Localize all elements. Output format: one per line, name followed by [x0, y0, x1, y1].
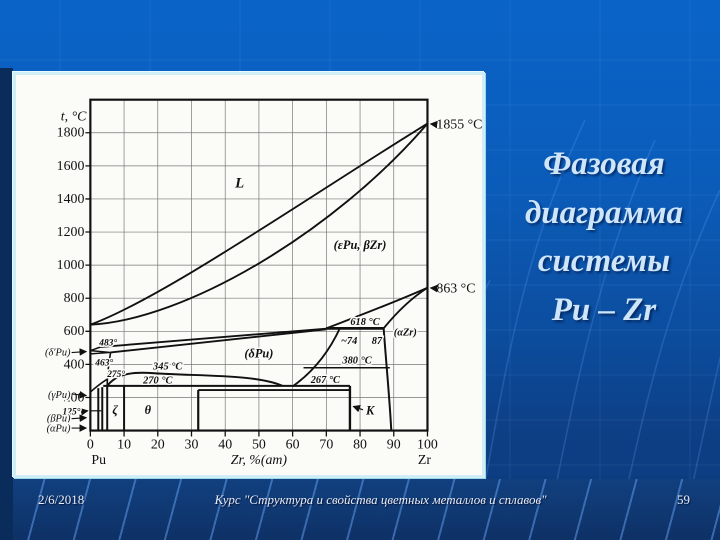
- y-tick: 1600: [57, 158, 85, 173]
- phase-diagram-panel: 1800 1600 1400 1200 1000 800 600 400 200…: [13, 72, 485, 478]
- x-tick: 60: [286, 436, 300, 451]
- annotation-74: ~74: [341, 336, 357, 347]
- annotation-270C: 270 °C: [142, 376, 173, 387]
- annotation-267C: 267 °C: [310, 375, 341, 386]
- annotation-arrows: [71, 120, 438, 432]
- annotation-1855C: 1855 °C: [436, 116, 482, 131]
- slide-title-line: Pu – Zr: [551, 291, 657, 328]
- slide-footer: 2/6/2018 Курс "Структура и свойства цвет…: [0, 492, 720, 508]
- x-tick: 100: [417, 436, 438, 451]
- y-axis-title: t, °C: [61, 108, 87, 123]
- slide-title: Фазовая диаграмма системы Pu – Zr: [490, 140, 718, 334]
- panel-left-edge: [0, 68, 13, 540]
- x-axis-title: Zr, %(ат): [231, 452, 288, 468]
- annotation-345C: 345 °C: [152, 361, 183, 372]
- phase-label-deltaPu: (δPu): [244, 346, 273, 360]
- y-axis-labels: 1800 1600 1400 1200 1000 800 600 400 200: [57, 125, 85, 405]
- alphaZr-left-boundary: [382, 328, 393, 431]
- phase-label-epsPu-betaZr: (εPu, βZr): [334, 238, 387, 252]
- y-tick: 1800: [57, 125, 85, 140]
- footer-course-title: Курс "Структура и свойства цветных метал…: [214, 492, 547, 507]
- slide-title-line: диаграмма: [524, 194, 684, 231]
- x-axis-zr-label: Zr: [418, 452, 431, 467]
- axis-label-gammaPu: (γPu): [48, 390, 71, 401]
- footer-band: [0, 479, 720, 540]
- x-tick: 0: [87, 436, 94, 451]
- slide-title-line: Фазовая: [543, 146, 665, 182]
- y-tick: 1000: [57, 257, 85, 272]
- axis-label-deltaPrimePu: (δ'Pu): [45, 348, 71, 359]
- alphaZr-solvus-line: [382, 286, 428, 329]
- x-tick: 30: [185, 436, 199, 451]
- phase-label-alphaZr: (αZr): [394, 328, 417, 339]
- y-tick: 1200: [57, 224, 85, 239]
- slide-title-line: системы: [537, 243, 671, 279]
- phase-diagram-chart: 1800 1600 1400 1200 1000 800 600 400 200…: [44, 98, 482, 468]
- pu-rich-verticals: [97, 385, 109, 431]
- x-tick: 90: [387, 436, 401, 451]
- phase-label-theta: θ: [145, 403, 152, 417]
- annotation-618C: 618 °C: [350, 317, 380, 328]
- footer-page-number: 59: [677, 492, 690, 507]
- y-tick: 600: [64, 323, 85, 338]
- x-axis-labels: 0 10 20 30 40 50 60 70 80 90 100: [87, 436, 438, 451]
- y-tick: 1400: [57, 191, 85, 206]
- x-axis-pu-label: Pu: [91, 452, 106, 467]
- phase-label-K: K: [365, 404, 375, 418]
- delta-lower-boundary: [110, 328, 327, 354]
- annotation-863C: 863 °C: [436, 280, 475, 295]
- x-tick: 20: [151, 436, 165, 451]
- annotation-87: 87: [372, 336, 383, 347]
- x-tick: 10: [117, 436, 131, 451]
- annotation-275: 275°: [106, 369, 125, 380]
- axis-label-alphaPu: (αPu): [47, 424, 71, 435]
- x-tick: 50: [252, 436, 266, 451]
- annotation-483: 483°: [98, 338, 117, 349]
- y-tick: 800: [64, 290, 85, 305]
- x-tick: 80: [353, 436, 367, 451]
- theta-dome-345: [106, 371, 283, 387]
- y-tick: 400: [64, 356, 85, 371]
- footer-date: 2/6/2018: [38, 492, 85, 507]
- x-tick: 40: [218, 436, 232, 451]
- x-tick: 70: [319, 436, 333, 451]
- annotation-380C: 380 °C: [341, 355, 372, 366]
- grid-lines: [90, 99, 428, 431]
- phase-label-zeta: ζ: [112, 403, 118, 417]
- phase-label-liquid: L: [234, 176, 244, 192]
- annotation-463: 463°: [94, 357, 113, 368]
